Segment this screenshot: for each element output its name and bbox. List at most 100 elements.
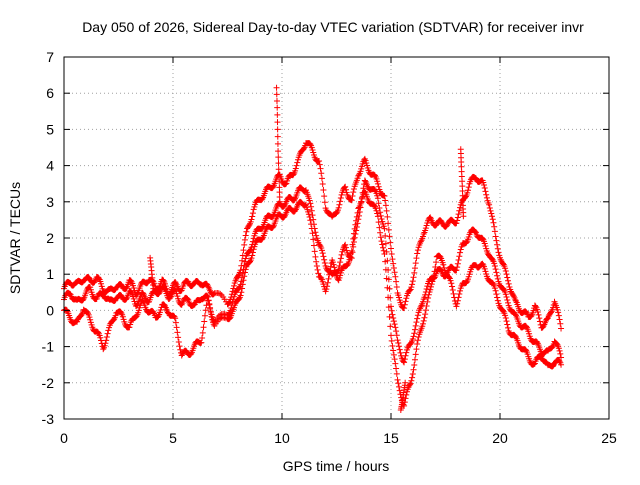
data-point bbox=[351, 225, 358, 232]
data-point bbox=[87, 286, 94, 293]
data-point bbox=[411, 330, 418, 337]
data-point bbox=[386, 313, 393, 320]
data-point bbox=[206, 301, 213, 308]
data-point bbox=[302, 187, 309, 194]
data-point bbox=[502, 315, 509, 322]
data-point bbox=[199, 335, 206, 342]
data-point bbox=[381, 250, 388, 257]
data-point bbox=[421, 314, 428, 321]
data-point bbox=[463, 279, 470, 286]
data-point bbox=[393, 278, 400, 285]
data-point bbox=[530, 361, 537, 368]
y-tick-label: -1 bbox=[42, 339, 55, 355]
data-point bbox=[502, 265, 509, 272]
data-point bbox=[375, 183, 382, 190]
data-point bbox=[396, 387, 403, 394]
data-point bbox=[208, 313, 215, 320]
data-point bbox=[310, 236, 317, 243]
data-point bbox=[504, 274, 511, 281]
data-point bbox=[98, 283, 105, 290]
data-point bbox=[403, 295, 410, 302]
data-point bbox=[414, 247, 421, 254]
data-point bbox=[557, 320, 564, 327]
data-point bbox=[334, 276, 341, 283]
data-point bbox=[348, 197, 355, 204]
data-point bbox=[259, 235, 266, 242]
data-point bbox=[308, 207, 315, 214]
data-point bbox=[358, 165, 365, 172]
data-point bbox=[422, 311, 429, 318]
y-tick-label: 4 bbox=[46, 158, 54, 174]
data-point bbox=[388, 332, 394, 339]
data-point bbox=[372, 172, 379, 179]
data-point bbox=[312, 253, 319, 260]
data-point bbox=[241, 273, 248, 280]
data-point bbox=[395, 383, 402, 390]
data-point bbox=[391, 269, 398, 276]
chart-title: Day 050 of 2026, Sidereal Day-to-day VTE… bbox=[82, 19, 584, 35]
data-point bbox=[383, 207, 390, 214]
data-point bbox=[316, 242, 323, 249]
data-point bbox=[425, 291, 432, 298]
x-tick-label: 15 bbox=[383, 430, 399, 446]
data-point bbox=[433, 259, 440, 266]
data-point bbox=[428, 281, 435, 288]
data-point bbox=[325, 275, 332, 282]
data-point bbox=[250, 206, 257, 213]
data-point bbox=[503, 271, 510, 278]
data-point bbox=[401, 356, 408, 363]
spike-point bbox=[274, 111, 281, 118]
data-point bbox=[236, 295, 243, 302]
spike-point bbox=[273, 91, 280, 98]
data-point bbox=[338, 191, 345, 198]
x-tick-label: 20 bbox=[492, 430, 508, 446]
data-point bbox=[414, 312, 421, 319]
data-point bbox=[441, 264, 448, 271]
data-point bbox=[550, 362, 557, 369]
data-point bbox=[326, 271, 333, 278]
data-point bbox=[372, 187, 379, 194]
data-point bbox=[200, 324, 207, 331]
data-point bbox=[481, 182, 488, 189]
data-point bbox=[373, 207, 380, 214]
data-point bbox=[95, 329, 102, 336]
data-point bbox=[427, 283, 434, 290]
data-point bbox=[491, 263, 498, 270]
data-point bbox=[410, 366, 417, 373]
data-point bbox=[504, 299, 511, 306]
data-point bbox=[430, 272, 437, 279]
data-point bbox=[349, 192, 356, 199]
data-point bbox=[363, 159, 370, 166]
data-point bbox=[336, 262, 343, 269]
data-point bbox=[417, 303, 424, 310]
spike-point bbox=[275, 154, 282, 161]
spike-point bbox=[276, 178, 283, 185]
data-point bbox=[427, 214, 434, 221]
data-point bbox=[495, 249, 502, 256]
data-point bbox=[318, 247, 325, 254]
data-point bbox=[549, 344, 556, 351]
data-point bbox=[425, 295, 432, 302]
data-point bbox=[411, 361, 418, 368]
data-point bbox=[532, 303, 539, 310]
data-point bbox=[239, 281, 246, 288]
data-point bbox=[103, 334, 110, 341]
data-point bbox=[523, 308, 530, 315]
y-axis-label: SDTVAR / TECUs bbox=[7, 182, 23, 294]
data-point bbox=[446, 274, 453, 281]
data-point bbox=[422, 307, 429, 314]
data-point bbox=[207, 305, 214, 312]
data-point bbox=[239, 257, 246, 264]
data-point bbox=[389, 342, 396, 349]
data-point bbox=[315, 270, 322, 277]
data-point bbox=[388, 337, 395, 344]
data-point bbox=[502, 291, 509, 298]
data-point bbox=[382, 232, 389, 239]
data-point bbox=[556, 316, 563, 323]
data-point bbox=[481, 185, 488, 192]
data-point bbox=[507, 288, 514, 295]
data-point bbox=[455, 211, 462, 218]
data-point bbox=[401, 301, 408, 308]
data-point bbox=[320, 186, 327, 193]
data-point bbox=[307, 200, 314, 207]
